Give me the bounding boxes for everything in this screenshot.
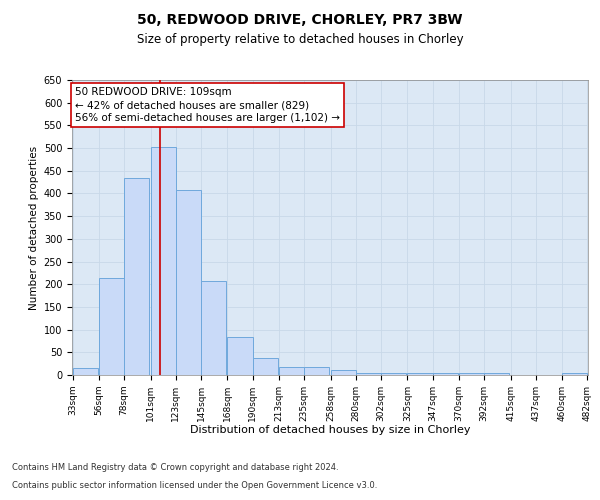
Text: 50 REDWOOD DRIVE: 109sqm
← 42% of detached houses are smaller (829)
56% of semi-: 50 REDWOOD DRIVE: 109sqm ← 42% of detach…	[75, 87, 340, 123]
Text: Contains HM Land Registry data © Crown copyright and database right 2024.: Contains HM Land Registry data © Crown c…	[12, 464, 338, 472]
Bar	[407, 373, 433, 375]
Bar	[99, 278, 124, 375]
Bar	[253, 358, 278, 375]
Bar	[356, 372, 381, 375]
Bar	[562, 373, 587, 375]
Bar	[459, 373, 484, 375]
Bar	[279, 367, 304, 375]
Bar	[73, 368, 98, 375]
Bar	[124, 178, 149, 375]
Bar	[484, 373, 509, 375]
X-axis label: Distribution of detached houses by size in Chorley: Distribution of detached houses by size …	[190, 426, 470, 436]
Bar	[227, 337, 253, 375]
Bar	[331, 370, 356, 375]
Bar	[433, 373, 458, 375]
Bar	[304, 368, 329, 375]
Bar	[201, 281, 226, 375]
Bar	[381, 373, 406, 375]
Text: Contains public sector information licensed under the Open Government Licence v3: Contains public sector information licen…	[12, 481, 377, 490]
Text: Size of property relative to detached houses in Chorley: Size of property relative to detached ho…	[137, 32, 463, 46]
Bar	[176, 190, 201, 375]
Y-axis label: Number of detached properties: Number of detached properties	[29, 146, 40, 310]
Bar	[151, 146, 176, 375]
Text: 50, REDWOOD DRIVE, CHORLEY, PR7 3BW: 50, REDWOOD DRIVE, CHORLEY, PR7 3BW	[137, 12, 463, 26]
